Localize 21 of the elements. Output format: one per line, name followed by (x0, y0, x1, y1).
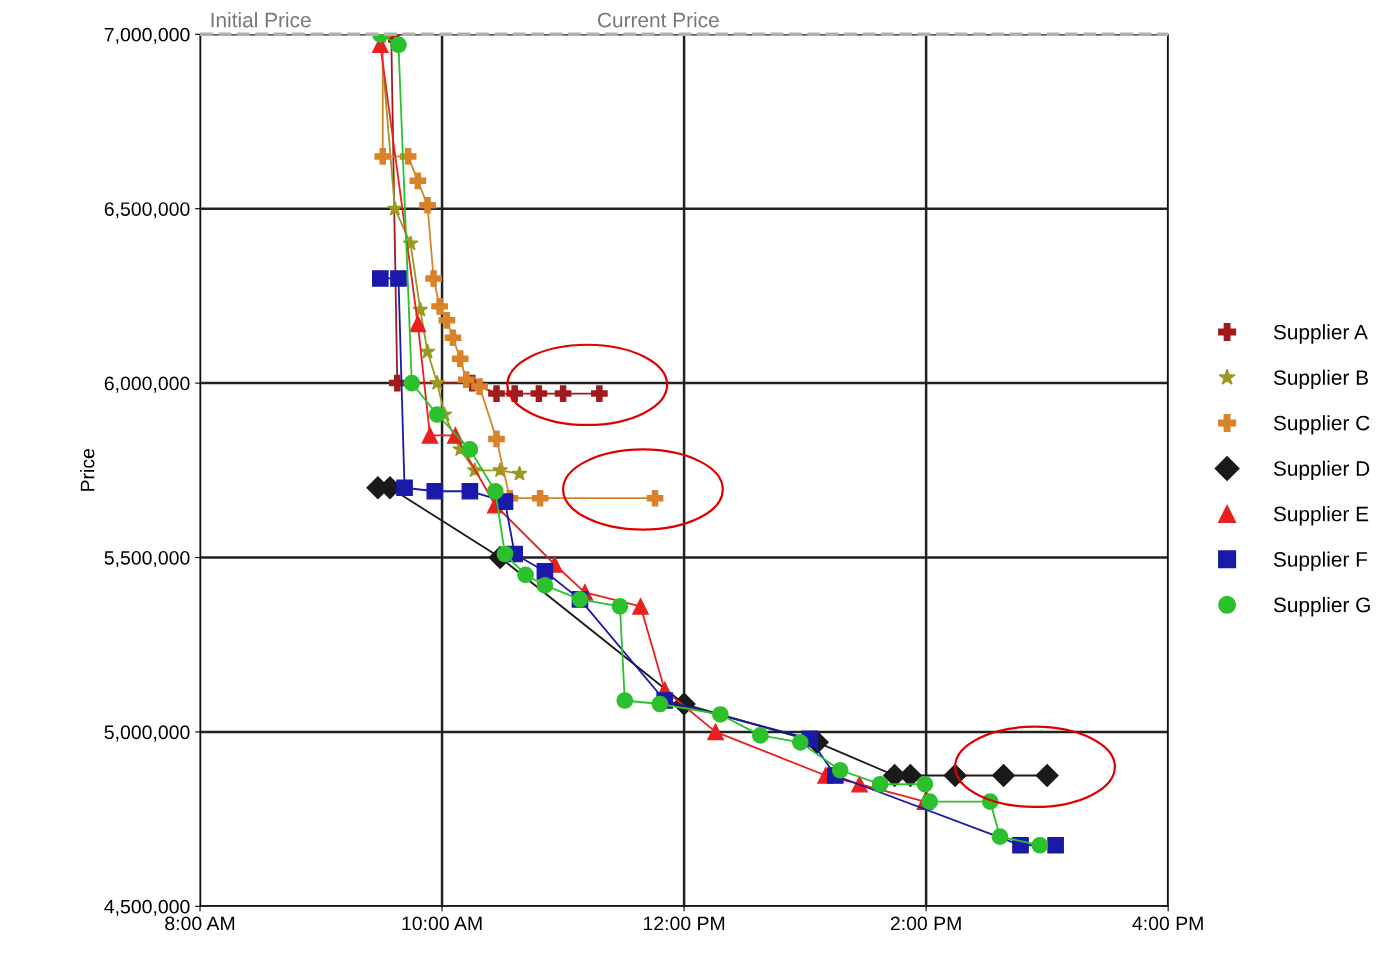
x-tick-label: 8:00 AM (165, 916, 235, 931)
y-tick-label: 7,000,000 (104, 27, 190, 44)
legend-label: Supplier E (1273, 506, 1369, 526)
y-tick-label: 4,500,000 (104, 899, 190, 916)
y-axis-title: Price (80, 449, 95, 491)
legend-label: Supplier G (1273, 596, 1370, 617)
y-tick-label: 6,500,000 (104, 202, 190, 219)
x-tick-label: 12:00 PM (643, 916, 725, 931)
legend-label: Supplier A (1273, 324, 1368, 344)
legend-label: Supplier B (1273, 369, 1368, 390)
x-tick-label: 2:00 PM (890, 916, 961, 931)
y-tick-label: 5,000,000 (104, 725, 190, 742)
legend-label: Supplier D (1273, 460, 1370, 481)
x-tick-label: 4:00 PM (1132, 916, 1203, 931)
ref-line-label: Initial Price (211, 12, 311, 28)
legend-label: Supplier C (1273, 415, 1370, 435)
legend-label: Supplier F (1273, 551, 1368, 571)
y-tick-label: 5,500,000 (104, 550, 190, 568)
text: Current Price (598, 12, 719, 28)
y-tick-label: 6,000,000 (104, 376, 190, 393)
x-tick-label: 10:00 AM (402, 916, 482, 931)
